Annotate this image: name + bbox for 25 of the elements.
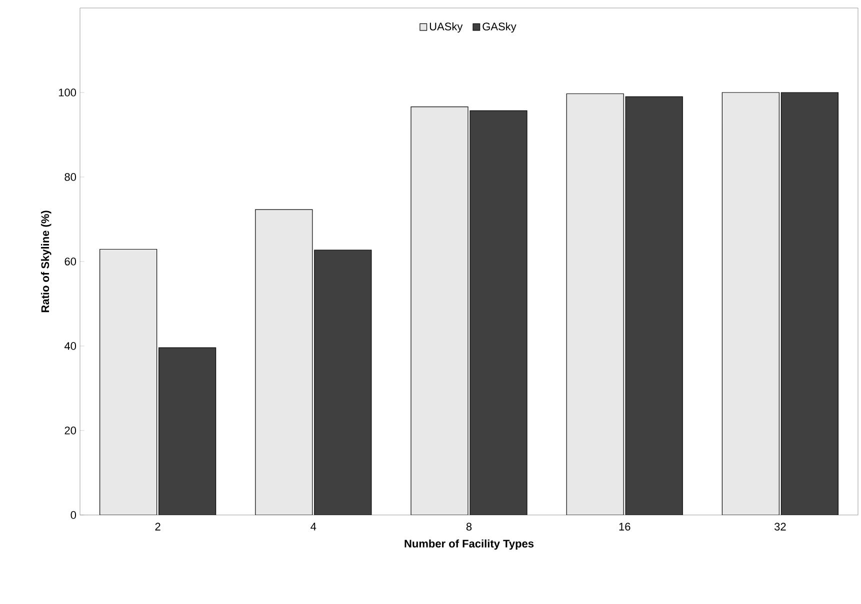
x-tick-label: 32 [774,522,786,531]
bar [722,92,780,515]
y-tick-label: 80 [64,173,76,181]
y-tick-label: 20 [64,426,76,434]
bar [566,93,624,515]
bar [780,92,839,515]
y-tick-label: 0 [70,511,76,519]
y-axis-title: Ratio of Skyline (%) [41,210,52,312]
bar [100,249,157,515]
bar [470,110,528,515]
legend-label: GASky [482,22,516,33]
x-tick-label: 16 [619,522,630,531]
x-axis-title: Number of Facility Types [404,539,534,550]
x-tick-label: 4 [310,522,316,530]
bar [410,106,468,515]
bar [158,348,216,515]
y-tick-label: 60 [64,258,76,266]
x-tick-label: 2 [155,522,160,530]
legend-label: UASky [430,22,463,33]
bar [314,250,372,515]
y-tick-label: 40 [64,342,76,350]
bar [625,96,683,515]
y-tick-label: 100 [58,88,76,96]
bar [255,209,313,515]
x-tick-label: 8 [466,522,472,531]
